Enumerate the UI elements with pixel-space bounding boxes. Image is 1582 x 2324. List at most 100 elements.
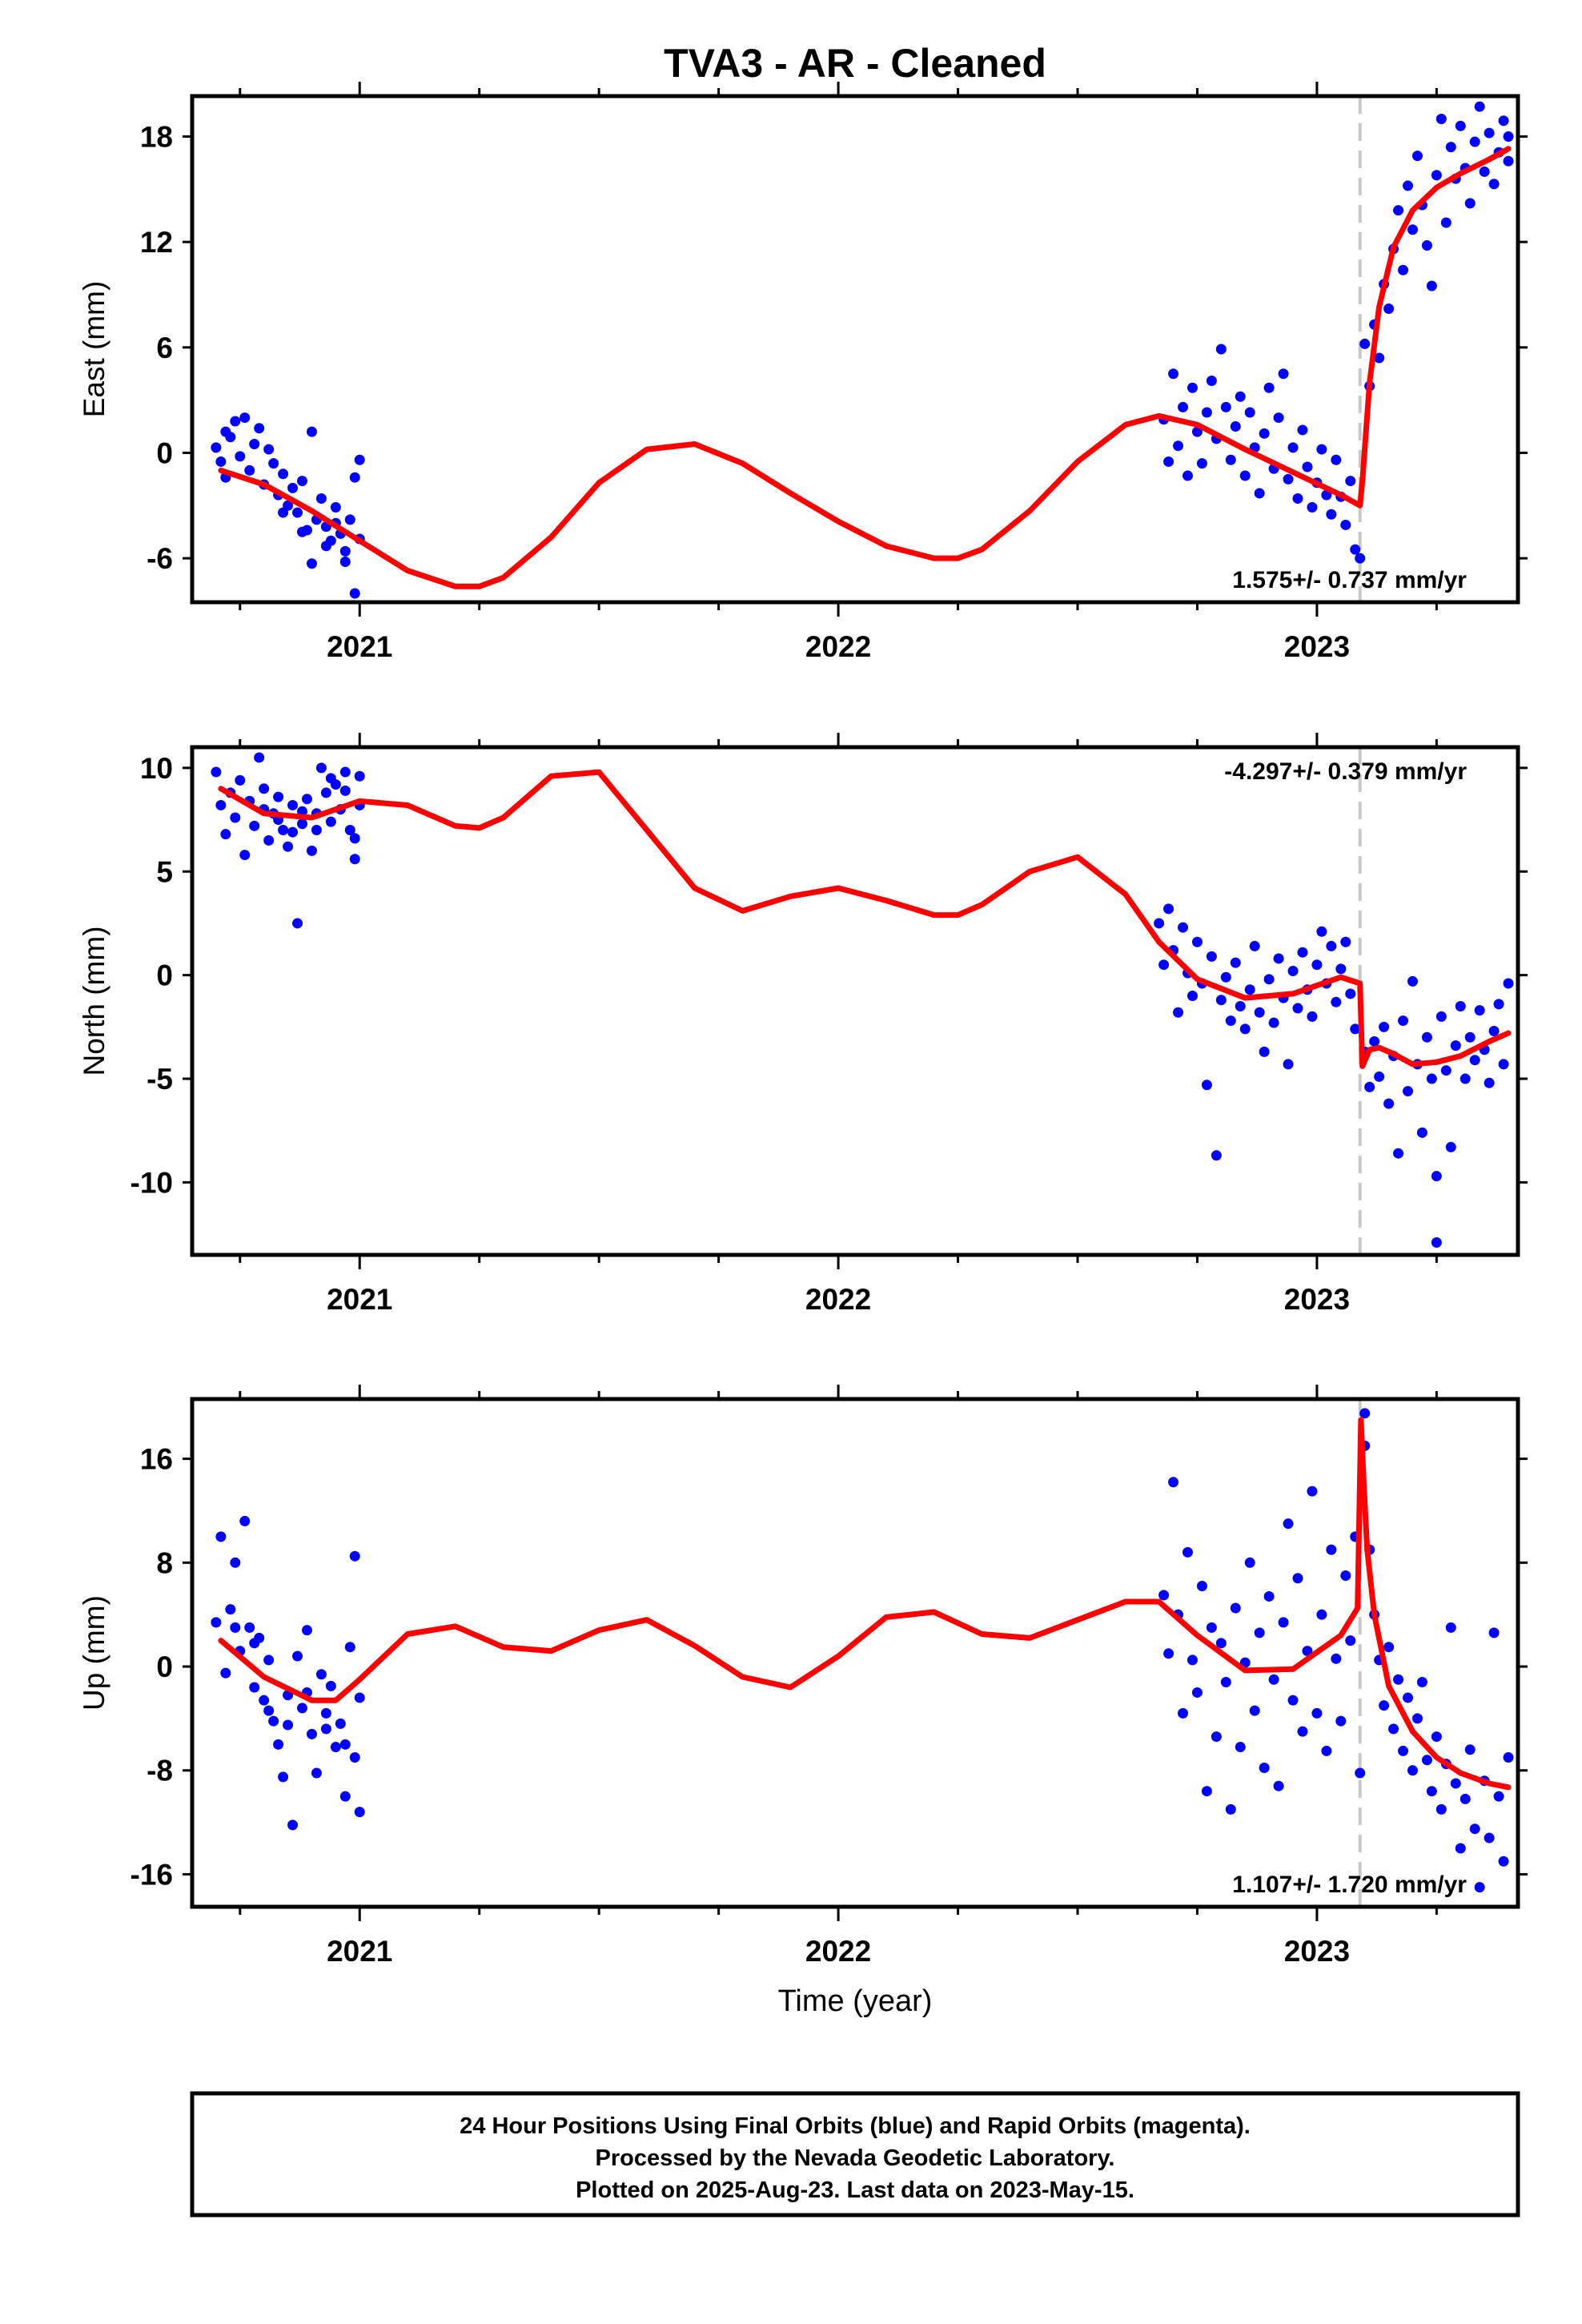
north-data-point — [1402, 1086, 1413, 1097]
up-data-point — [283, 1719, 294, 1731]
up-data-point — [1435, 1803, 1447, 1815]
up-data-point — [244, 1622, 255, 1633]
east-data-point — [1421, 240, 1432, 251]
east-data-point — [1326, 509, 1337, 520]
north-data-point — [301, 794, 312, 805]
east-data-point — [1259, 428, 1270, 439]
east-ytick-label: 6 — [156, 332, 173, 364]
north-ytick-label: -5 — [147, 1063, 173, 1096]
north-data-point — [1273, 953, 1284, 964]
up-data-point — [1388, 1723, 1399, 1735]
up-data-point — [1196, 1580, 1207, 1591]
east-data-point — [330, 502, 341, 513]
east-model-fit-line — [218, 146, 1512, 589]
up-data-point — [1215, 1638, 1227, 1649]
north-data-point — [1503, 978, 1514, 989]
north-plot-frame — [190, 745, 1520, 1257]
north-data-point — [339, 766, 351, 778]
east-data-point — [1398, 264, 1409, 275]
up-data-point — [1182, 1546, 1193, 1558]
east-data-point — [1186, 382, 1198, 393]
north-data-point — [1440, 1065, 1452, 1076]
east-data-point — [1426, 280, 1437, 292]
up-data-point — [215, 1531, 227, 1542]
east-data-point — [1302, 461, 1313, 472]
up-data-point — [1421, 1755, 1432, 1766]
north-ytick-label: 5 — [156, 855, 173, 888]
up-data-point — [297, 1703, 308, 1714]
north-data-point — [1254, 1007, 1265, 1018]
up-data-point — [1211, 1731, 1222, 1743]
east-data-point — [1407, 224, 1418, 235]
north-data-point — [1316, 926, 1327, 937]
footer-line-1: 24 Hour Positions Using Final Orbits (bl… — [460, 2113, 1251, 2139]
north-data-point — [1469, 1055, 1480, 1066]
up-data-point — [1493, 1791, 1504, 1802]
north-data-point — [1259, 1046, 1270, 1057]
east-data-point — [1411, 151, 1423, 162]
north-data-point — [1340, 936, 1351, 947]
up-ytick-label: 16 — [140, 1443, 173, 1476]
east-data-point — [225, 432, 236, 443]
up-data-point — [259, 1695, 270, 1706]
north-data-point — [1421, 1031, 1432, 1043]
north-data-point — [1225, 1015, 1236, 1027]
up-data-point — [1278, 1617, 1289, 1628]
up-data-point — [1464, 1744, 1476, 1755]
up-plot-area — [211, 1399, 1514, 1907]
north-xtick-label: 2022 — [805, 1283, 871, 1316]
north-data-point — [211, 766, 222, 778]
up-data-point — [311, 1767, 322, 1779]
up-data-point — [263, 1705, 275, 1716]
east-data-point — [1278, 368, 1289, 380]
east-data-point — [297, 526, 308, 537]
east-data-point — [1402, 180, 1413, 191]
east-data-point — [315, 493, 327, 505]
north-data-point — [278, 825, 289, 836]
north-data-point — [1191, 936, 1203, 947]
north-data-point — [311, 825, 322, 836]
north-data-point — [1335, 963, 1347, 975]
up-data-point — [1302, 1646, 1313, 1657]
north-y-axis-label: North (mm) — [78, 926, 110, 1076]
up-data-point — [1201, 1786, 1212, 1797]
up-xtick-label: 2023 — [1284, 1935, 1350, 1968]
north-data-point — [1292, 1003, 1303, 1014]
north-data-point — [292, 918, 303, 929]
footer-line-3: Plotted on 2025-Aug-23. Last data on 202… — [576, 2177, 1134, 2203]
up-data-point — [263, 1655, 275, 1666]
up-data-point — [1469, 1823, 1480, 1835]
north-xtick-label: 2023 — [1284, 1283, 1350, 1316]
up-data-point — [1331, 1653, 1342, 1664]
north-data-point — [325, 773, 336, 784]
east-data-point — [1244, 407, 1255, 418]
up-data-point — [330, 1742, 341, 1753]
north-data-point — [1211, 1150, 1222, 1161]
up-data-point — [1316, 1609, 1327, 1620]
east-ytick-label: 0 — [156, 436, 173, 469]
up-data-point — [335, 1718, 346, 1729]
north-data-point — [354, 770, 365, 782]
up-data-point — [1484, 1832, 1495, 1844]
east-data-point — [1464, 198, 1476, 209]
east-plot-area — [211, 96, 1514, 602]
up-data-point — [1503, 1752, 1514, 1763]
north-ytick-label: 10 — [140, 752, 173, 785]
up-data-point — [1340, 1570, 1351, 1582]
east-data-point — [1173, 440, 1184, 452]
up-data-point — [1460, 1793, 1471, 1804]
up-data-point — [1268, 1674, 1279, 1685]
east-data-point — [244, 464, 255, 476]
north-data-point — [1230, 957, 1241, 968]
north-data-point — [325, 816, 336, 827]
north-data-point — [1431, 1236, 1442, 1248]
north-data-point — [1369, 1035, 1380, 1047]
north-data-point — [254, 752, 265, 763]
up-data-point — [287, 1819, 299, 1831]
east-data-point — [292, 507, 303, 518]
up-data-point — [1398, 1745, 1409, 1756]
east-data-point — [1359, 338, 1371, 349]
up-data-point — [1431, 1731, 1442, 1743]
east-data-point — [1292, 493, 1303, 505]
